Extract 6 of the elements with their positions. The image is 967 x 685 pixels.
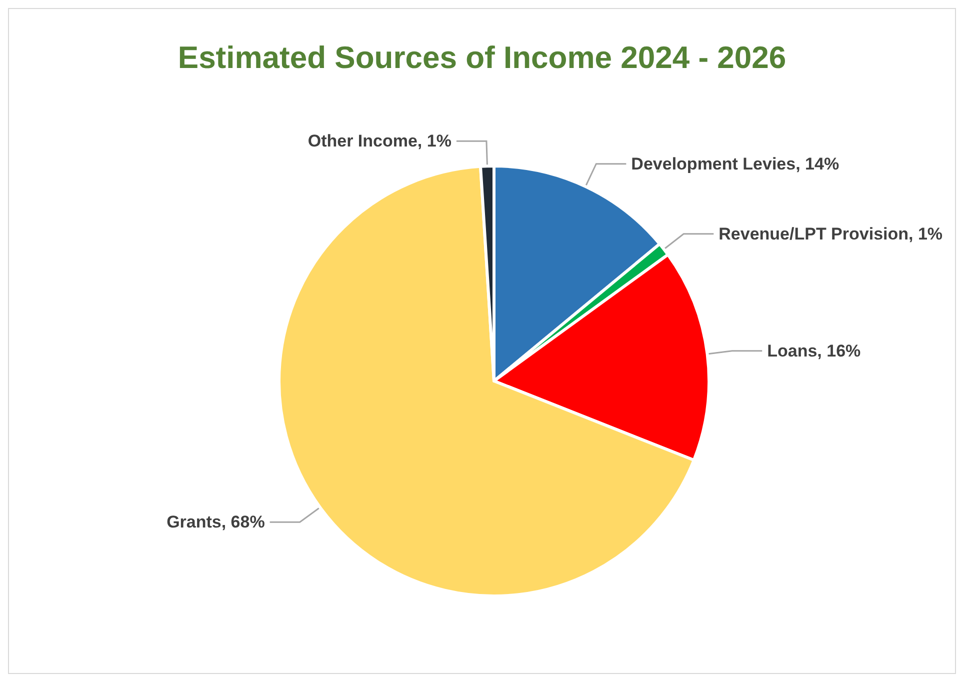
slice-label: Other Income, 1%: [308, 132, 452, 151]
slice-label: Development Levies, 14%: [631, 154, 840, 174]
slice-label: Revenue/LPT Provision, 1%: [718, 224, 943, 244]
slice-label: Loans, 16%: [767, 341, 861, 360]
chart-title: Estimated Sources of Income 2024 - 2026: [178, 40, 786, 75]
slice-label: Grants, 68%: [166, 512, 265, 532]
